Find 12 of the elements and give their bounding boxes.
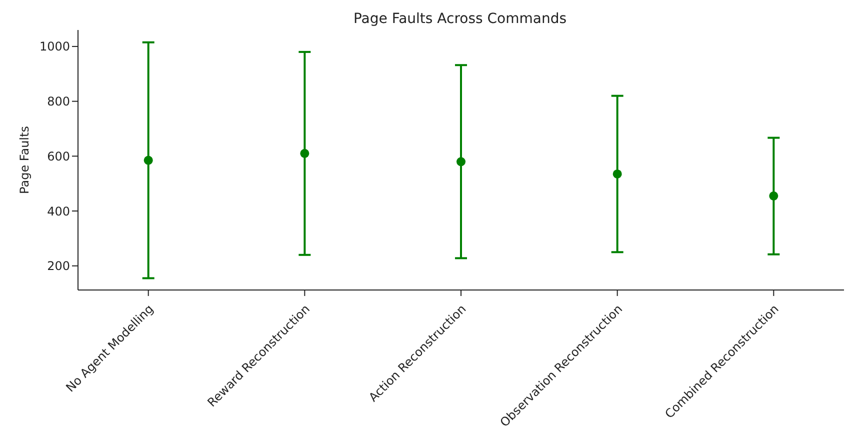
y-tick-label: 200: [47, 259, 70, 274]
y-tick-label: 400: [47, 204, 70, 218]
y-tick-label: 800: [47, 94, 70, 109]
point: [769, 191, 778, 200]
y-tick-label: 1000: [39, 40, 70, 54]
point: [300, 148, 310, 158]
y-axis-title: Page Faults: [17, 126, 32, 194]
point: [456, 157, 466, 166]
y-tick-label: 600: [47, 149, 70, 164]
chart-title: Page Faults Across Commands: [352, 10, 568, 29]
point: [612, 169, 622, 178]
point: [144, 156, 153, 165]
